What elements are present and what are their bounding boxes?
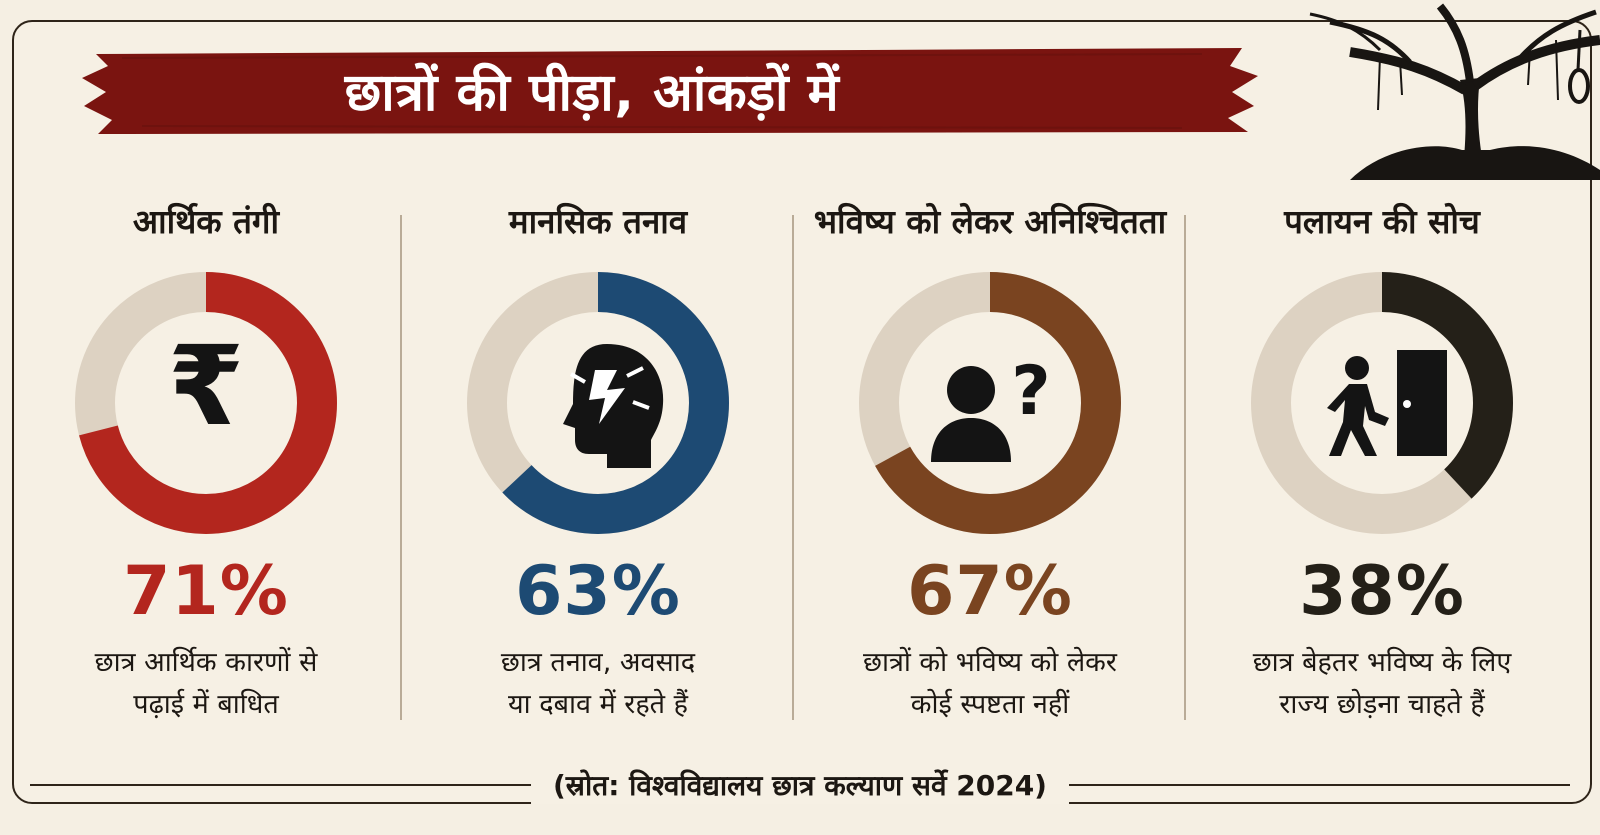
panel-title: पलायन की सोच [1284, 201, 1480, 241]
panel-title: आर्थिक तंगी [132, 201, 280, 241]
column-divider [792, 215, 794, 720]
panel-description: छात्र आर्थिक कारणों से पढ़ाई में बाधित [10, 642, 402, 726]
percent-value: 63% [515, 552, 681, 631]
description-line: छात्र आर्थिक कारणों से [94, 647, 318, 678]
panel-mental-stress: मानसिक तनाव 63% छात्र तनाव, अवसाद या दबा… [402, 172, 794, 732]
donut-chart: ? [859, 272, 1121, 534]
percent-value: 71% [123, 552, 289, 631]
rupee-icon: ₹ [168, 322, 245, 450]
panel-title: भविष्य को लेकर अनिश्चितता [813, 201, 1167, 241]
donut-value-arc [1251, 272, 1513, 534]
panel-description: छात्र तनाव, अवसाद या दबाव में रहते हैं [402, 642, 794, 726]
person-exit-door-icon [1327, 350, 1447, 456]
tree-noose-silhouette-icon [1309, 3, 1600, 180]
stressed-head-icon [563, 344, 664, 468]
description-line: या दबाव में रहते हैं [508, 688, 688, 720]
panel-title: मानसिक तनाव [508, 201, 688, 241]
page-title: छात्रों की पीड़ा, आंकड़ों में [344, 62, 840, 123]
brush-stroke-banner [82, 48, 1258, 134]
panel-migration-thought: पलायन की सोच 38% छात्र बेहतर भविष्य के ल… [1186, 172, 1578, 732]
source-note: (स्रोत: विश्वविद्यालय छात्र कल्याण सर्वे… [531, 766, 1069, 804]
description-line: छात्र बेहतर भविष्य के लिए [1252, 647, 1512, 678]
svg-text:?: ? [1011, 352, 1050, 431]
infographic-frame [12, 20, 1592, 804]
panel-future-uncertainty: भविष्य को लेकर अनिश्चितता ? 67% छात्रों … [794, 172, 1186, 732]
panel-description: छात्रों को भविष्य को लेकर कोई स्पष्टता न… [794, 642, 1186, 726]
description-line: छात्रों को भविष्य को लेकर [863, 647, 1117, 678]
panel-financial-hardship: आर्थिक तंगी ₹ 71% छात्र आर्थिक कारणों से… [10, 172, 402, 732]
description-line: पढ़ाई में बाधित [133, 688, 279, 720]
headline-banner: छात्रों की पीड़ा, आंकड़ों में [82, 44, 1262, 136]
column-divider [400, 215, 402, 720]
donut-chart [467, 272, 729, 534]
donut-chart [1251, 272, 1513, 534]
description-line: राज्य छोड़ना चाहते हैं [1279, 688, 1485, 720]
percent-value: 67% [907, 552, 1073, 631]
percent-value: 38% [1299, 552, 1465, 631]
donut-value-arc [859, 272, 1121, 534]
donut-value-arc [467, 272, 729, 534]
donut-chart: ₹ [75, 272, 337, 534]
column-divider [1184, 215, 1186, 720]
panel-description: छात्र बेहतर भविष्य के लिए राज्य छोड़ना च… [1186, 642, 1578, 726]
donut-value-arc [75, 272, 337, 534]
svg-text:₹: ₹ [168, 322, 245, 450]
description-line: छात्र तनाव, अवसाद [500, 647, 696, 678]
person-question-icon: ? [931, 352, 1051, 462]
description-line: कोई स्पष्टता नहीं [910, 688, 1070, 720]
